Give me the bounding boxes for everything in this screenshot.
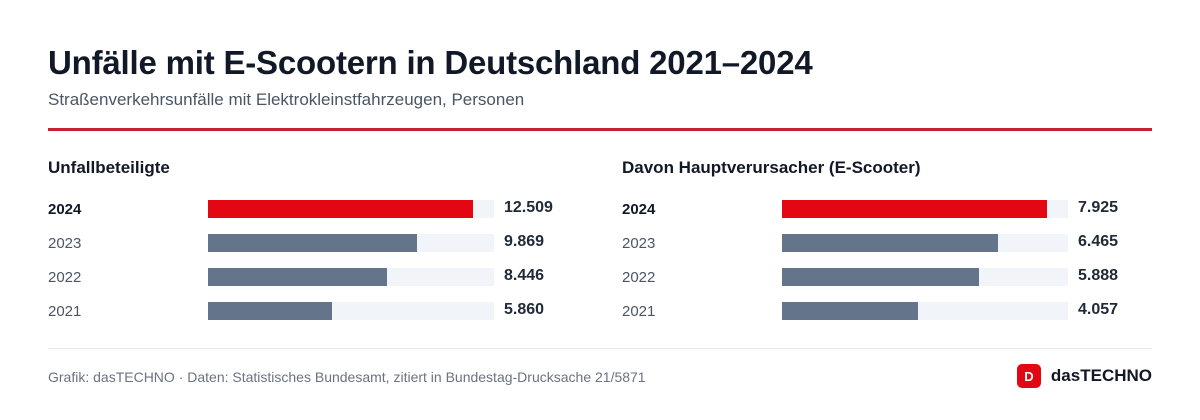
bar-row-2022: 2022 5.888 <box>622 260 1142 294</box>
category-label: 2021 <box>48 303 82 320</box>
bar <box>782 268 979 286</box>
value-label: 6.465 <box>1078 233 1119 250</box>
bar-row-2024: 2024 7.925 <box>622 192 1142 226</box>
bar-row-2024: 2024 12.509 <box>48 192 568 226</box>
bar-row-2021: 2021 4.057 <box>622 294 1142 328</box>
category-label: 2023 <box>622 235 656 252</box>
bar <box>782 200 1047 218</box>
panel-hauptverursacher: Davon Hauptverursacher (E-Scooter) 2024 7… <box>622 150 1142 330</box>
category-label: 2022 <box>48 269 82 286</box>
source-note: Grafik: dasTECHNO · Daten: Statistisches… <box>48 369 646 385</box>
value-label: 4.057 <box>1078 301 1119 318</box>
value-label: 7.925 <box>1078 199 1119 216</box>
bar-track <box>208 302 494 320</box>
value-label: 8.446 <box>504 267 545 284</box>
bar <box>208 200 473 218</box>
bar-track <box>782 302 1068 320</box>
title-divider <box>48 128 1152 131</box>
bar <box>782 234 998 252</box>
bar-track <box>782 200 1068 218</box>
bar <box>208 234 417 252</box>
bar-row-2023: 2023 9.869 <box>48 226 568 260</box>
bar-track <box>782 268 1068 286</box>
bar-track <box>208 200 494 218</box>
value-label: 5.888 <box>1078 267 1119 284</box>
chart-subtitle: Straßenverkehrsunfälle mit Elektrokleins… <box>48 90 525 109</box>
bar-row-2021: 2021 5.860 <box>48 294 568 328</box>
bar <box>782 302 918 320</box>
category-label: 2022 <box>622 269 656 286</box>
panel-title: Unfallbeteiligte <box>48 158 170 177</box>
value-label: 12.509 <box>504 199 553 216</box>
footer-divider <box>48 348 1152 349</box>
bar-track <box>208 234 494 252</box>
chart-title: Unfälle mit E-Scootern in Deutschland 20… <box>48 44 813 81</box>
brand-name: dasTECHNO <box>1050 366 1152 385</box>
bar-row-2022: 2022 8.446 <box>48 260 568 294</box>
brand-logo-icon: D <box>1016 364 1041 388</box>
category-label: 2023 <box>48 235 82 252</box>
bar-row-2023: 2023 6.465 <box>622 226 1142 260</box>
bar <box>208 268 387 286</box>
value-label: 9.869 <box>504 233 545 250</box>
panel-title: Davon Hauptverursacher (E-Scooter) <box>622 158 921 177</box>
panel-unfallbeteiligte: Unfallbeteiligte 2024 12.509 2023 9.869 2022… <box>48 150 568 330</box>
category-label: 2024 <box>48 201 82 218</box>
bar <box>208 302 332 320</box>
bar-track <box>208 268 494 286</box>
category-label: 2021 <box>622 303 656 320</box>
value-label: 5.860 <box>504 301 545 318</box>
brand: D dasTECHNO <box>1016 364 1152 388</box>
bar-track <box>782 234 1068 252</box>
category-label: 2024 <box>622 201 656 218</box>
